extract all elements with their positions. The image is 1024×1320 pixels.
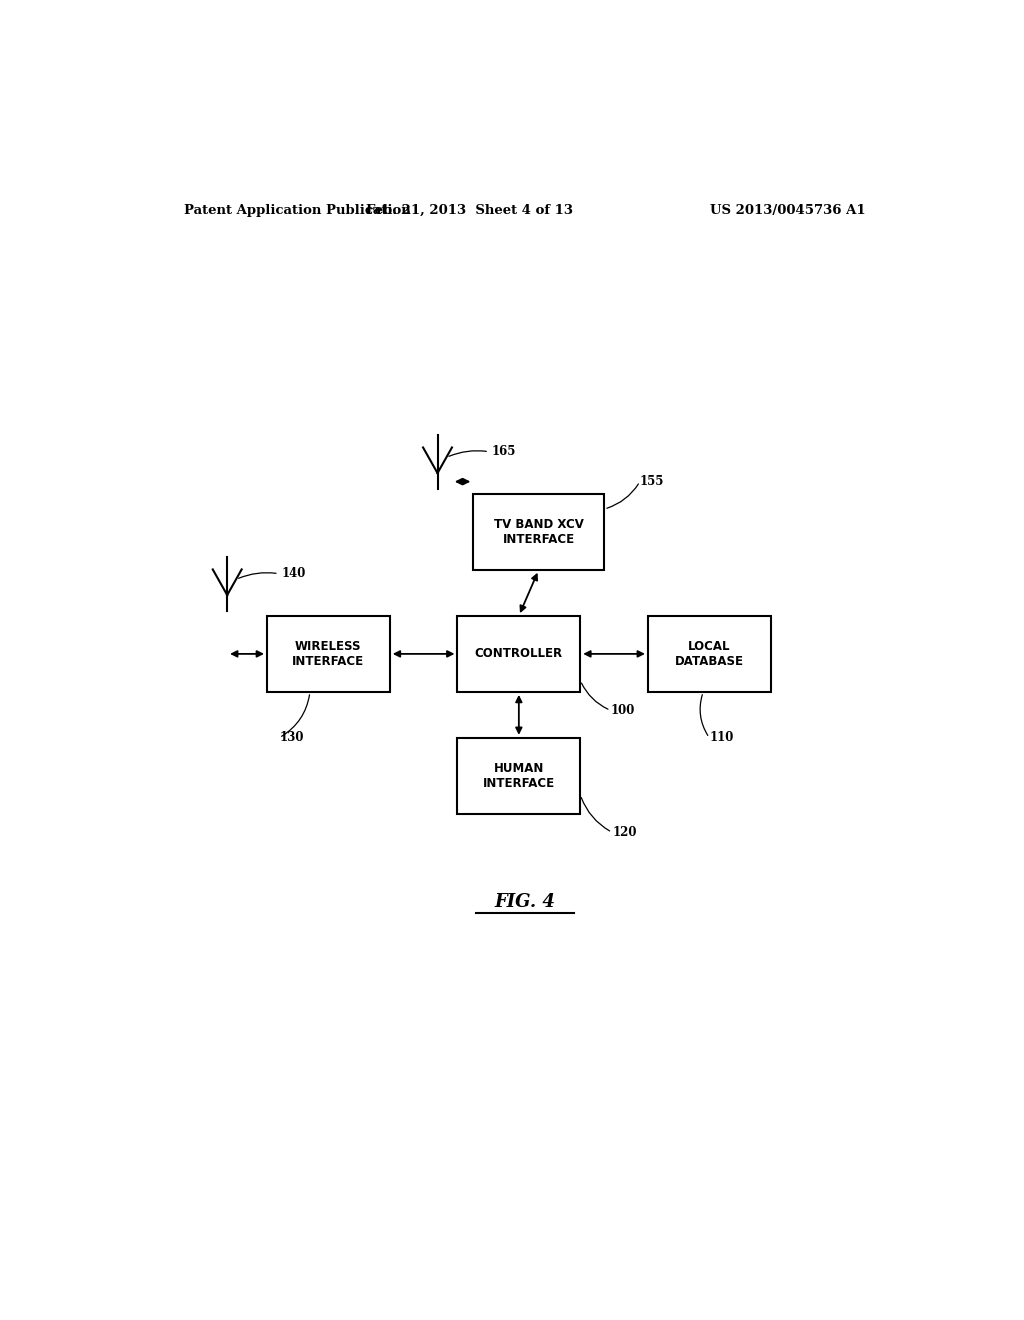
- FancyBboxPatch shape: [458, 738, 581, 814]
- Text: 110: 110: [710, 731, 733, 744]
- FancyBboxPatch shape: [473, 494, 604, 570]
- FancyBboxPatch shape: [648, 616, 771, 692]
- Text: LOCAL
DATABASE: LOCAL DATABASE: [675, 640, 743, 668]
- Text: CONTROLLER: CONTROLLER: [475, 647, 563, 660]
- Text: HUMAN
INTERFACE: HUMAN INTERFACE: [482, 762, 555, 789]
- FancyBboxPatch shape: [267, 616, 390, 692]
- FancyBboxPatch shape: [458, 616, 581, 692]
- Text: 100: 100: [610, 704, 635, 717]
- Text: TV BAND XCV
INTERFACE: TV BAND XCV INTERFACE: [494, 517, 584, 546]
- Text: 155: 155: [640, 475, 665, 488]
- Text: US 2013/0045736 A1: US 2013/0045736 A1: [711, 205, 866, 216]
- Text: 120: 120: [612, 826, 637, 838]
- Text: Feb. 21, 2013  Sheet 4 of 13: Feb. 21, 2013 Sheet 4 of 13: [366, 205, 572, 216]
- Text: FIG. 4: FIG. 4: [495, 894, 555, 911]
- Text: 130: 130: [280, 731, 304, 744]
- Text: 140: 140: [282, 568, 305, 581]
- Text: Patent Application Publication: Patent Application Publication: [183, 205, 411, 216]
- Text: WIRELESS
INTERFACE: WIRELESS INTERFACE: [292, 640, 365, 668]
- Text: 165: 165: [492, 445, 516, 458]
